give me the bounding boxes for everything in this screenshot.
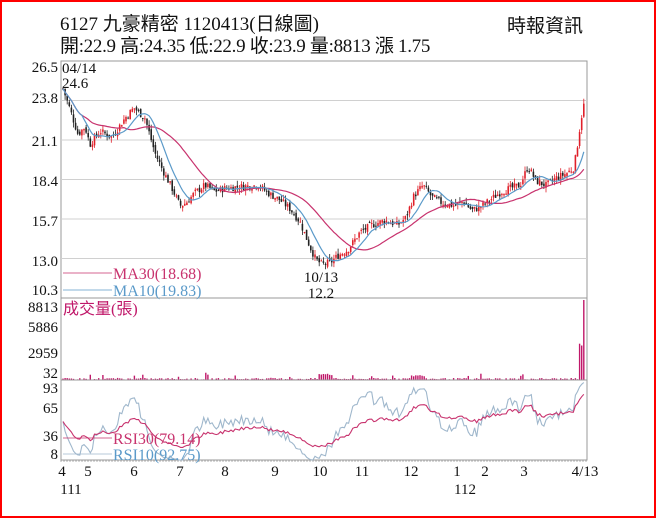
year-label: 112 bbox=[454, 482, 476, 498]
volume-panel bbox=[60, 297, 588, 381]
year-label: 111 bbox=[60, 482, 81, 498]
xtick: 7 bbox=[176, 464, 184, 480]
rsi30-line bbox=[62, 393, 585, 448]
low-date-annotation: 10/13 bbox=[304, 270, 338, 286]
xtick: 11 bbox=[355, 464, 369, 480]
xtick: 10 bbox=[313, 464, 328, 480]
price-y-axis: 26.5 23.8 21.1 18.4 15.7 13.0 10.3 bbox=[32, 60, 59, 299]
xtick: 9 bbox=[271, 464, 279, 480]
rsi10-line bbox=[62, 382, 585, 461]
x-axis: 4 5 6 7 8 9 10 11 12 1 2 3 4/13 111 112 bbox=[58, 464, 598, 498]
low-value-annotation: 12.2 bbox=[308, 286, 334, 302]
xtick: 6 bbox=[130, 464, 138, 480]
price-panel bbox=[60, 60, 588, 299]
ytick-volume: 2959 bbox=[28, 346, 58, 362]
rsi-panel bbox=[60, 379, 588, 461]
ma30-line bbox=[62, 88, 585, 251]
rsi30-legend: RSI30(79.14) bbox=[113, 431, 201, 448]
ytick-price: 10.3 bbox=[32, 283, 58, 299]
ma30-legend: MA30(18.68) bbox=[113, 266, 201, 283]
xtick: 8 bbox=[221, 464, 229, 480]
ytick-price: 23.8 bbox=[32, 91, 58, 107]
xtick: 4/13 bbox=[572, 464, 599, 480]
ytick-price: 13.0 bbox=[32, 254, 58, 270]
rsi10-legend: RSI10(92.75) bbox=[113, 447, 201, 464]
chart-title: 6127 九豪精密 1120413(日線圖) bbox=[60, 14, 319, 35]
xtick: 4 bbox=[58, 464, 66, 480]
ohlc-summary: 開:22.9 高:24.35 低:22.9 收:23.9 量:8813 漲 1.… bbox=[60, 36, 431, 57]
ytick-volume: 8813 bbox=[28, 300, 58, 316]
high-value-annotation: 24.6 bbox=[62, 76, 89, 92]
xtick: 2 bbox=[481, 464, 489, 480]
ytick-volume: 32 bbox=[43, 366, 58, 382]
ytick-rsi: 93 bbox=[43, 381, 58, 397]
ma10-line bbox=[62, 88, 585, 262]
ma10-legend: MA10(19.83) bbox=[113, 283, 201, 300]
ytick-rsi: 36 bbox=[43, 429, 59, 445]
high-date-annotation: 04/14 bbox=[62, 61, 97, 77]
ytick-rsi: 65 bbox=[43, 401, 58, 417]
xtick: 1 bbox=[453, 464, 461, 480]
ytick-rsi: 8 bbox=[51, 447, 59, 463]
volume-y-axis: 8813 5886 2959 32 bbox=[28, 300, 59, 382]
xtick: 3 bbox=[520, 464, 528, 480]
xtick: 12 bbox=[404, 464, 419, 480]
ytick-price: 18.4 bbox=[32, 174, 59, 190]
rsi-y-axis: 93 65 36 8 bbox=[43, 381, 59, 463]
volume-title: 成交量(張) bbox=[63, 300, 138, 318]
source-label: 時報資訊 bbox=[507, 16, 584, 37]
ytick-price: 21.1 bbox=[32, 134, 58, 150]
ytick-volume: 5886 bbox=[28, 320, 59, 336]
xtick: 5 bbox=[84, 464, 92, 480]
ytick-price: 15.7 bbox=[32, 214, 59, 230]
ytick-price: 26.5 bbox=[32, 60, 58, 76]
